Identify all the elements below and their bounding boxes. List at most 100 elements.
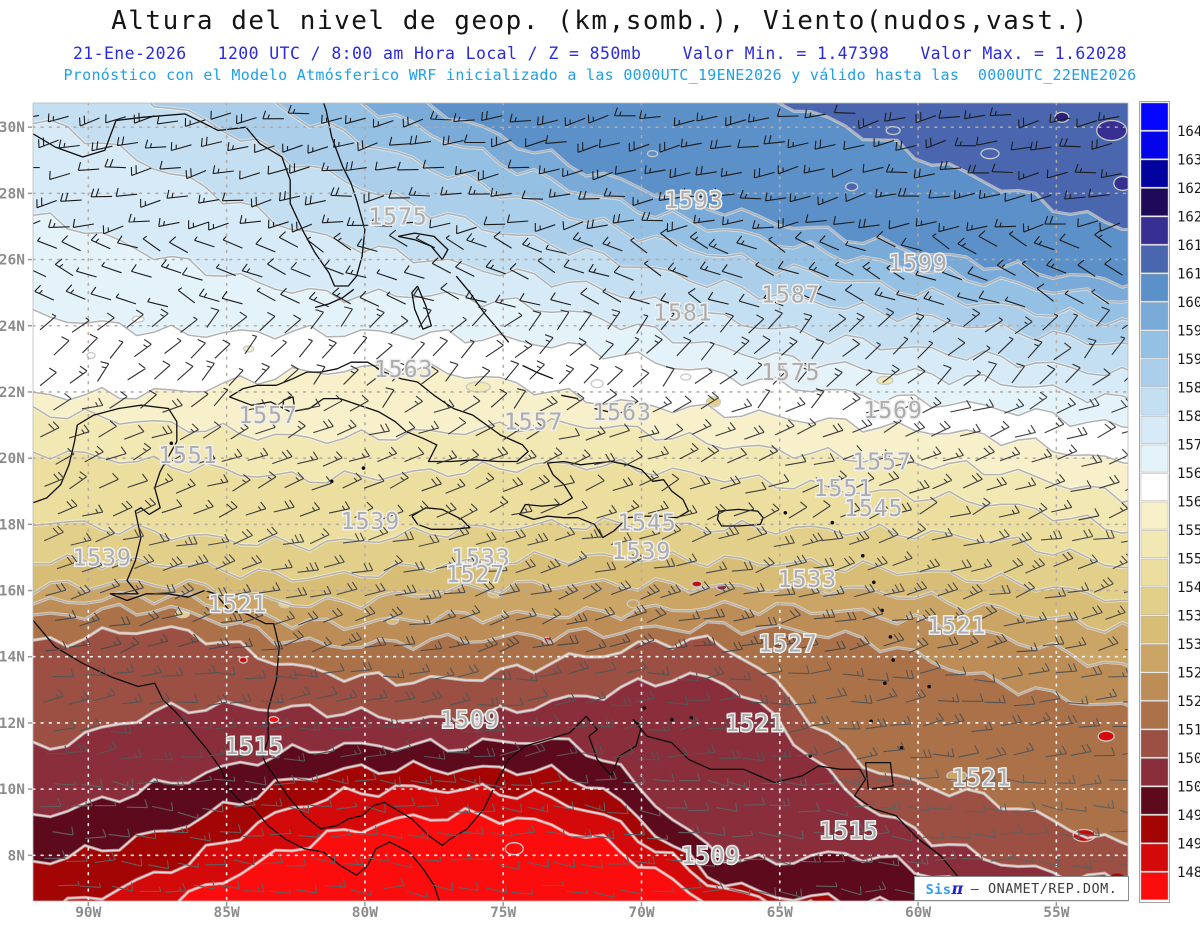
lat-tick-label-16N: 16N <box>0 584 25 600</box>
contour-line-1491 <box>63 783 813 901</box>
colorbar-cell <box>1140 758 1169 786</box>
colorbar-label: 1581 <box>1177 409 1200 425</box>
colorbar-label: 1539 <box>1177 609 1200 625</box>
contour-spot <box>980 147 1000 160</box>
contour-label-1521: 1521 <box>208 592 267 618</box>
coastline <box>33 103 366 287</box>
sispi-logo-text: Sis <box>925 882 952 898</box>
lon-tick-label-75W: 75W <box>490 905 516 921</box>
colorbar-cell <box>1140 786 1169 815</box>
colorbar-cell <box>1140 701 1169 729</box>
contour-label-1575: 1575 <box>761 360 820 386</box>
contour-label-1557: 1557 <box>852 449 911 475</box>
contour-label-1527: 1527 <box>758 631 817 657</box>
island-point <box>891 658 895 662</box>
sispi-logo: Sisπ <box>926 879 964 898</box>
lat-tick-label-30N: 30N <box>0 120 25 136</box>
colorbar-label: 1515 <box>1177 723 1200 739</box>
colorbar-cell <box>1140 159 1169 188</box>
contour-lines <box>33 103 1128 901</box>
colorbar-label: 1485 <box>1177 865 1200 881</box>
separator-dash: – <box>970 880 980 897</box>
coastline <box>561 394 579 400</box>
colorbar-label: 1593 <box>1177 352 1200 368</box>
contour-label-1521: 1521 <box>952 766 1011 792</box>
colorbar-cell <box>1140 872 1169 900</box>
colorbar-label: 1533 <box>1177 637 1200 653</box>
contour-label-1557: 1557 <box>238 403 297 429</box>
colorbar-cell <box>1140 131 1169 159</box>
wind-barb-set <box>39 769 1128 898</box>
contour-line-1611 <box>777 103 1128 231</box>
lon-tick-label-65W: 65W <box>767 905 793 921</box>
chart-title: Altura del nivel de geop. (km,somb.), Vi… <box>111 6 1089 36</box>
colorbar-cell <box>1140 558 1169 587</box>
colorbar-cell <box>1140 615 1169 644</box>
map-area: 1599 1593 1587 1581 1575 1575 1569 1563 1563 1557… <box>33 103 1128 901</box>
contour-label-1515: 1515 <box>225 734 284 760</box>
contour-label-1527: 1527 <box>446 562 505 588</box>
contour-spot <box>1113 175 1128 192</box>
contour-label-1563: 1563 <box>592 400 651 426</box>
contour-line-1545 <box>33 516 1128 569</box>
colorbar-label: 1605 <box>1177 295 1200 311</box>
contour-label-1575: 1575 <box>368 205 427 231</box>
coastline <box>33 619 441 901</box>
colorbar-cell <box>1140 729 1169 758</box>
contour-label-1509: 1509 <box>440 708 499 734</box>
wind-barb-set <box>33 104 1123 308</box>
colorbar-label: 1629 <box>1177 181 1200 197</box>
wind-barbs <box>33 104 1128 898</box>
colorbar-cell <box>1140 843 1169 872</box>
contour-spot <box>646 149 659 158</box>
contour-line-1569 <box>33 308 1128 429</box>
colorbar-label: 1587 <box>1177 381 1200 397</box>
contour-spot <box>1096 119 1128 142</box>
coastline <box>411 285 432 330</box>
pi-symbol: π <box>951 879 964 898</box>
lat-tick-label-26N: 26N <box>0 253 25 269</box>
contour-labels: 1599 1593 1587 1581 1575 1575 1569 1563 1563 1557… <box>71 186 1012 870</box>
coastline <box>864 761 894 790</box>
contour-label-1521: 1521 <box>725 711 784 737</box>
wind-barb-set <box>43 523 1128 654</box>
colorbar-cell <box>1140 672 1169 701</box>
colorbar-label: 1623 <box>1177 210 1200 226</box>
contour-line-1527 <box>33 591 1128 668</box>
contour-spot <box>680 373 692 381</box>
contour-spot <box>238 656 248 664</box>
colorbar-cell <box>1140 416 1169 444</box>
coastline <box>594 407 609 413</box>
colorbar-cell <box>1140 444 1169 473</box>
colorbar-label: 1527 <box>1177 666 1200 682</box>
contour-line-1497 <box>33 760 890 901</box>
colorbar-cell <box>1140 188 1169 216</box>
coastline <box>282 396 296 408</box>
colorbar-cell <box>1140 587 1169 615</box>
colorbar-label: 1551 <box>1177 552 1200 568</box>
contour-spot <box>465 381 491 393</box>
contour-label-1581: 1581 <box>653 301 712 327</box>
lat-axis: 30N 28N 26N 24N 22N 20N 18N 16N 14N 12N 10N 8N <box>0 120 32 864</box>
colorbar-label: 1563 <box>1177 495 1200 511</box>
lon-tick-label-80W: 80W <box>352 905 378 921</box>
forecast-validity-line: Pronóstico con el Modelo Atmósferico WRF… <box>63 66 1137 84</box>
contour-line-1539 <box>33 550 1128 603</box>
contour-line-1485 <box>177 807 703 901</box>
branding-box: Sisπ – ONAMET/REP.DOM. <box>914 876 1129 901</box>
coastline <box>397 232 449 261</box>
colorbar-label: 1509 <box>1177 751 1200 767</box>
colorbar-cell <box>1140 473 1169 501</box>
colorbar-label: 1557 <box>1177 523 1200 539</box>
coastline <box>229 361 529 463</box>
island-point <box>883 681 887 686</box>
lon-tick-label-55W: 55W <box>1043 905 1069 921</box>
colorbar-cell <box>1140 359 1169 387</box>
lat-tick-label-10N: 10N <box>0 782 25 798</box>
contour-label-1539: 1539 <box>72 545 131 571</box>
island-point <box>169 441 174 446</box>
contour-label-1593: 1593 <box>664 188 723 214</box>
lon-tick-label-60W: 60W <box>905 905 931 921</box>
